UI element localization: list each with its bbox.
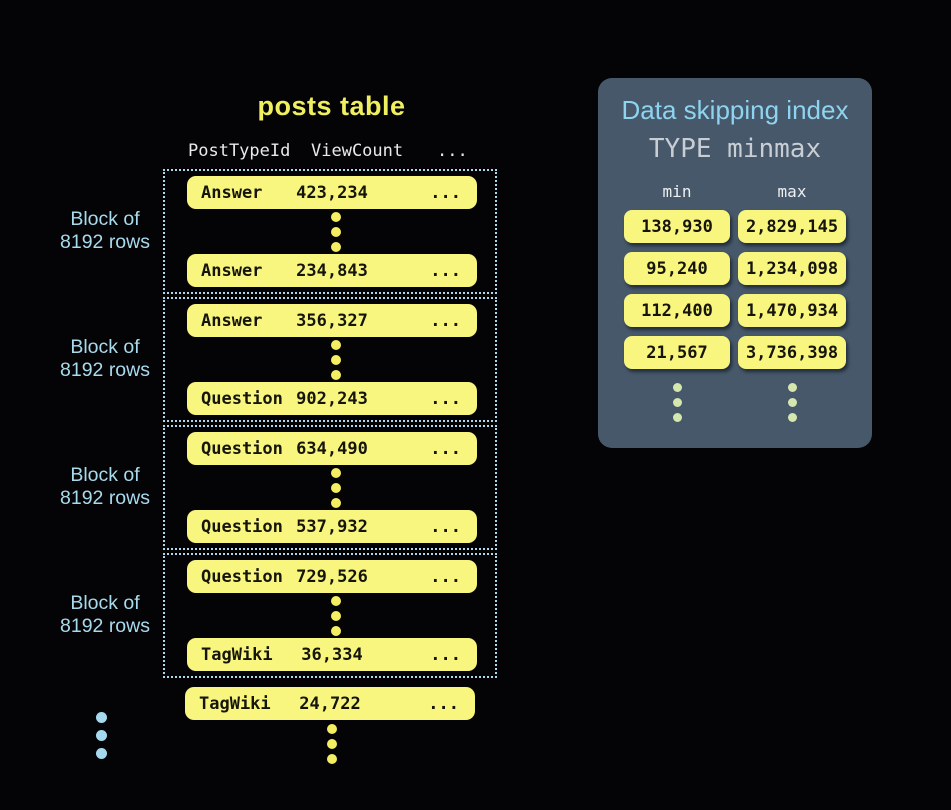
block-label: Block of 8192 rows <box>38 592 172 638</box>
block-label-line1: Block of <box>70 208 140 230</box>
table-row: TagWiki 24,722 ... <box>185 687 475 720</box>
ellipsis-dots-icon <box>191 211 481 252</box>
row-viewcount: 537,932 <box>296 516 368 537</box>
row-posttype: Answer <box>201 260 263 281</box>
block-label-line2: 8192 rows <box>60 615 150 637</box>
table-row: TagWiki 36,334 ... <box>187 638 477 671</box>
table-row: Question 634,490 ... <box>187 432 477 465</box>
row-ellipsis: ... <box>430 516 461 537</box>
row-posttype: Question <box>201 438 283 459</box>
max-value-chip: 2,829,145 <box>738 210 846 243</box>
row-posttype: Question <box>201 566 283 587</box>
min-value-chip: 95,240 <box>624 252 730 285</box>
max-value-chip: 1,234,098 <box>738 252 846 285</box>
row-ellipsis: ... <box>430 566 461 587</box>
block-label: Block of 8192 rows <box>38 208 172 254</box>
row-ellipsis: ... <box>430 438 461 459</box>
column-header-posttypeid: PostTypeId <box>188 141 291 161</box>
max-value-chip: 1,470,934 <box>738 294 846 327</box>
table-row: Question 902,243 ... <box>187 382 477 415</box>
row-ellipsis: ... <box>430 644 461 665</box>
row-ellipsis: ... <box>428 693 459 714</box>
row-posttype: Question <box>201 388 283 409</box>
row-viewcount: 234,843 <box>296 260 368 281</box>
table-row: Answer 356,327 ... <box>187 304 477 337</box>
ellipsis-dots-icon <box>327 724 337 764</box>
block-label: Block of 8192 rows <box>38 464 172 510</box>
ellipsis-dots-icon <box>624 383 730 422</box>
row-viewcount: 24,722 <box>299 693 361 714</box>
block-label-line1: Block of <box>70 592 140 614</box>
row-ellipsis: ... <box>430 310 461 331</box>
row-posttype: TagWiki <box>201 644 273 665</box>
panel-continuation-dots <box>598 383 872 422</box>
max-header: max <box>777 182 807 201</box>
row-viewcount: 729,526 <box>296 566 368 587</box>
ellipsis-dots-icon <box>191 595 481 636</box>
row-posttype: Question <box>201 516 283 537</box>
row-viewcount: 902,243 <box>296 388 368 409</box>
row-viewcount: 634,490 <box>296 438 368 459</box>
ellipsis-dots-icon <box>738 383 846 422</box>
block-label-line2: 8192 rows <box>60 487 150 509</box>
block-label-line2: 8192 rows <box>60 231 150 253</box>
row-posttype: Answer <box>201 310 263 331</box>
row-viewcount: 423,234 <box>296 182 368 203</box>
row-ellipsis: ... <box>430 182 461 203</box>
ellipsis-dots-icon <box>96 712 107 759</box>
block-2: Answer 356,327 ... Question 902,243 ... <box>163 297 497 422</box>
min-value-chip: 112,400 <box>624 294 730 327</box>
ellipsis-dots-icon <box>191 467 481 508</box>
row-viewcount: 36,334 <box>301 644 363 665</box>
panel-title: Data skipping index <box>621 95 849 125</box>
minmax-headers: min max <box>598 182 872 201</box>
table-row: Question 729,526 ... <box>187 560 477 593</box>
block-label: Block of 8192 rows <box>38 336 172 382</box>
max-value-chip: 3,736,398 <box>738 336 846 369</box>
min-header: min <box>662 182 692 201</box>
block-1: Answer 423,234 ... Answer 234,843 ... <box>163 169 497 294</box>
table-row: Answer 423,234 ... <box>187 176 477 209</box>
column-header-viewcount: ViewCount <box>311 141 404 161</box>
row-ellipsis: ... <box>430 260 461 281</box>
row-posttype: TagWiki <box>199 693 271 714</box>
min-value-chip: 21,567 <box>624 336 730 369</box>
column-header-ellipsis: ... <box>437 141 468 161</box>
table-row: Answer 234,843 ... <box>187 254 477 287</box>
posts-table-title: posts table <box>257 91 406 121</box>
block-3: Question 634,490 ... Question 537,932 ..… <box>163 425 497 550</box>
block-label-line2: 8192 rows <box>60 359 150 381</box>
row-ellipsis: ... <box>430 388 461 409</box>
block-label-line1: Block of <box>70 336 140 358</box>
panel-subtitle: TYPE minmax <box>648 134 822 164</box>
minmax-grid: 138,930 2,829,145 95,240 1,234,098 112,4… <box>598 210 872 369</box>
block-4: Question 729,526 ... TagWiki 36,334 ... <box>163 553 497 678</box>
ellipsis-dots-icon <box>191 339 481 380</box>
table-row: Question 537,932 ... <box>187 510 477 543</box>
row-viewcount: 356,327 <box>296 310 368 331</box>
row-posttype: Answer <box>201 182 263 203</box>
min-value-chip: 138,930 <box>624 210 730 243</box>
block-label-line1: Block of <box>70 464 140 486</box>
data-skipping-index-panel: Data skipping index TYPE minmax min max … <box>598 78 872 448</box>
